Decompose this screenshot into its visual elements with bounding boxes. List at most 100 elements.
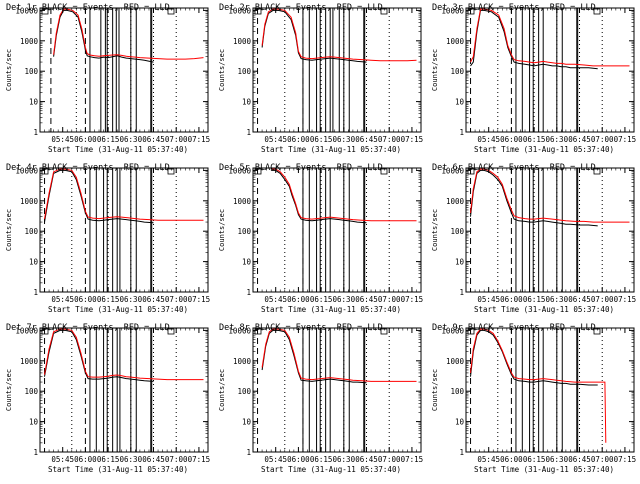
x-axis-label: Start Time (31-Aug-11 05:37:40) [261, 145, 401, 154]
x-tick-label: 06:00 [74, 455, 97, 464]
mode-box-marker [380, 168, 388, 175]
x-tick-label: 06:00 [500, 455, 523, 464]
x-tick-label: 06:45 [568, 135, 591, 144]
x-tick-label: 07:15 [188, 455, 211, 464]
y-tick-label: 100 [237, 227, 251, 236]
chart-title: Det 9r BLACK = Events, RED = LLD [432, 323, 596, 333]
x-tick-label: 06:15 [310, 135, 333, 144]
detector-chart-7: 1 10 100 1000 10000 05:45 06:00 06:15 06:30 06:45… [5, 323, 211, 474]
y-tick-label: 1 [33, 448, 38, 457]
x-tick-label: 05:45 [51, 295, 74, 304]
y-axis-label: Counts/sec [431, 49, 439, 91]
y-tick-label: 100 [450, 227, 464, 236]
x-tick-label: 06:00 [500, 135, 523, 144]
series-lld-line [261, 328, 417, 382]
detector-chart-4: 1 10 100 1000 10000 05:45 06:00 06:15 06:30 06:45… [5, 163, 211, 314]
x-tick-label: 05:45 [51, 135, 74, 144]
y-tick-label: 10 [455, 258, 465, 267]
y-tick-label: 1000 [233, 37, 252, 46]
x-tick-label: 06:00 [287, 295, 310, 304]
y-tick-label: 10 [455, 98, 465, 107]
detector-chart-8: 1 10 100 1000 10000 05:45 06:00 06:15 06:30 06:45… [218, 323, 423, 474]
x-tick-label: 07:15 [188, 295, 211, 304]
x-tick-label: 07:00 [591, 455, 614, 464]
x-tick-label: 07:00 [165, 135, 188, 144]
x-tick-label: 06:45 [142, 295, 165, 304]
time-markers [257, 168, 390, 292]
series-lld-line [261, 8, 417, 62]
x-axis-label: Start Time (31-Aug-11 05:37:40) [48, 465, 188, 474]
x-tick-label: 05:45 [477, 455, 500, 464]
series-events-line [261, 9, 367, 63]
x-tick-label: 06:00 [287, 455, 310, 464]
mode-box-marker [167, 328, 175, 335]
x-tick-label: 07:00 [378, 455, 401, 464]
x-tick-label: 07:15 [614, 135, 637, 144]
x-tick-label: 07:00 [378, 135, 401, 144]
x-tick-label: 06:30 [333, 295, 356, 304]
detector-chart-2: 1 10 100 1000 10000 05:45 06:00 06:15 06:30 06:45… [218, 3, 423, 154]
x-tick-label: 06:15 [310, 455, 333, 464]
x-axis-label: Start Time (31-Aug-11 05:37:40) [261, 305, 401, 314]
y-axis-label: Counts/sec [5, 369, 13, 411]
plot-frame [252, 167, 422, 293]
chart-title: Det 6r BLACK = Events, RED = LLD [432, 163, 596, 173]
y-tick-label: 1 [246, 448, 251, 457]
y-tick-label: 10 [242, 258, 252, 267]
time-markers [44, 328, 177, 452]
y-tick-label: 1000 [233, 357, 252, 366]
chart-title: Det 3r BLACK = Events, RED = LLD [432, 3, 596, 13]
detector-panel-3: 1 10 100 1000 10000 05:45 06:00 06:15 06:30 06:45… [426, 0, 639, 160]
x-tick-label: 06:45 [568, 295, 591, 304]
x-tick-label: 06:00 [74, 135, 97, 144]
x-tick-label: 06:30 [546, 295, 569, 304]
y-tick-label: 1000 [446, 357, 465, 366]
y-tick-label: 1 [459, 128, 464, 137]
x-axis-label: Start Time (31-Aug-11 05:37:40) [48, 145, 188, 154]
y-tick-label: 1000 [20, 197, 39, 206]
mode-box-marker [167, 168, 175, 175]
y-tick-label: 1000 [446, 37, 465, 46]
detector-panel-1: 1 10 100 1000 10000 05:45 06:00 06:15 06:30 06:45… [0, 0, 213, 160]
detector-chart-1: 1 10 100 1000 10000 05:45 06:00 06:15 06:30 06:45… [5, 3, 210, 154]
x-tick-label: 06:30 [333, 135, 356, 144]
x-axis-label: Start Time (31-Aug-11 05:37:40) [474, 145, 614, 154]
series-events-line [470, 329, 598, 386]
series-lld-line [470, 8, 630, 67]
x-tick-label: 07:00 [591, 295, 614, 304]
detector-chart-3: 1 10 100 1000 10000 05:45 06:00 06:15 06:30 06:45… [431, 3, 637, 154]
x-tick-label: 06:15 [97, 455, 120, 464]
x-tick-label: 06:15 [310, 295, 333, 304]
x-tick-label: 05:45 [477, 135, 500, 144]
x-tick-label: 06:30 [120, 135, 143, 144]
y-tick-label: 100 [237, 67, 251, 76]
x-tick-label: 07:15 [401, 295, 424, 304]
y-tick-label: 10000 [15, 326, 38, 335]
detector-panel-4: 1 10 100 1000 10000 05:45 06:00 06:15 06:30 06:45… [0, 160, 213, 320]
series-lld-line [271, 168, 417, 222]
x-tick-label: 05:45 [264, 455, 287, 464]
y-tick-label: 1000 [20, 37, 39, 46]
y-tick-label: 1 [246, 128, 251, 137]
plot-frame [252, 327, 422, 453]
detector-chart-9: 1 10 100 1000 10000 05:45 06:00 06:15 06:30 06:45… [431, 323, 636, 474]
chart-title: Det 8r BLACK = Events, RED = LLD [219, 323, 383, 333]
x-tick-label: 06:15 [97, 135, 120, 144]
series-events-line [44, 169, 154, 224]
y-axis-label: Counts/sec [5, 209, 13, 251]
x-tick-label: 06:45 [355, 135, 378, 144]
x-tick-label: 05:45 [264, 295, 287, 304]
x-tick-label: 05:45 [264, 135, 287, 144]
mode-box-marker [167, 8, 175, 15]
series-lld-line [44, 168, 204, 221]
mode-box-marker [380, 8, 388, 15]
mode-box-marker [593, 328, 601, 335]
detector-panel-8: 1 10 100 1000 10000 05:45 06:00 06:15 06:30 06:45… [213, 320, 426, 480]
y-axis-label: Counts/sec [218, 49, 226, 91]
chart-title: Det 7r BLACK = Events, RED = LLD [6, 323, 170, 333]
detector-panel-7: 1 10 100 1000 10000 05:45 06:00 06:15 06:30 06:45… [0, 320, 213, 480]
x-tick-label: 06:45 [142, 135, 165, 144]
y-tick-label: 10 [29, 418, 39, 427]
y-tick-label: 100 [450, 387, 464, 396]
series-events-line [44, 329, 154, 382]
